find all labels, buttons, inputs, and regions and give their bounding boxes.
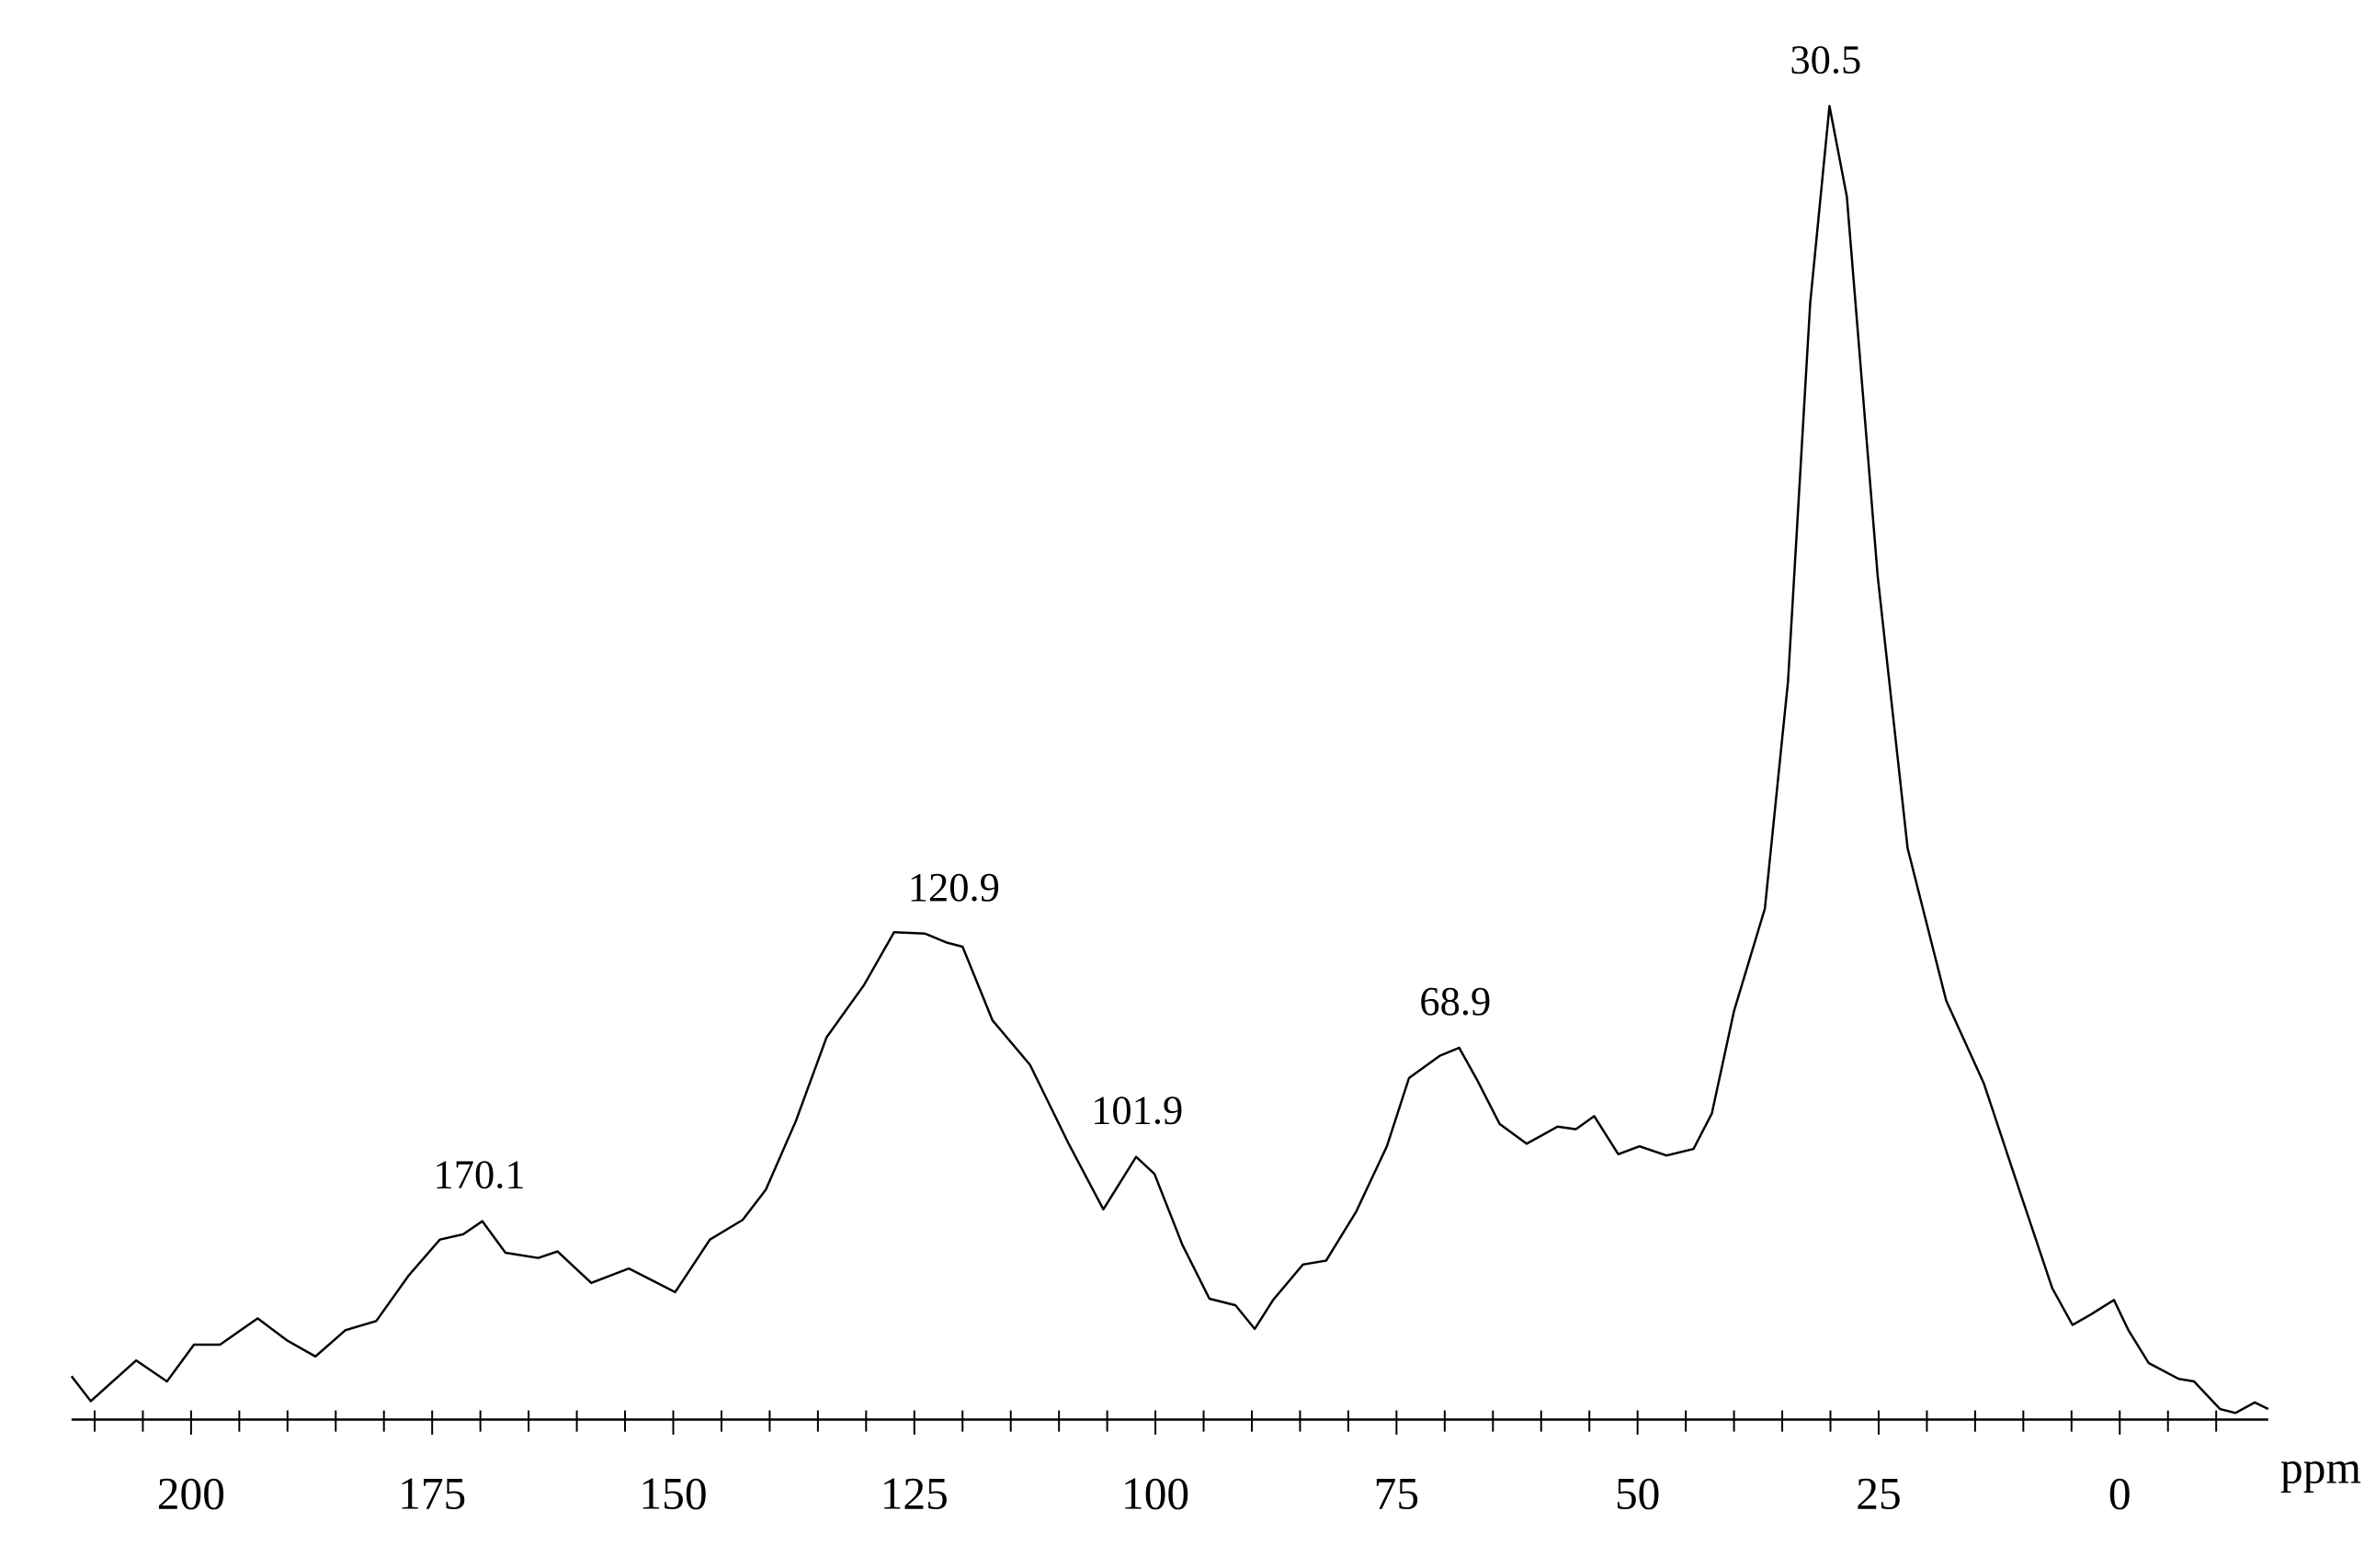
x-tick-label: 25 xyxy=(1856,1469,1901,1519)
x-tick-label: 150 xyxy=(639,1469,707,1519)
x-axis-label: ppm xyxy=(2280,1443,2361,1494)
x-tick-label: 75 xyxy=(1374,1469,1419,1519)
x-tick-label: 0 xyxy=(2108,1469,2131,1519)
peak-label: 120.9 xyxy=(908,864,1000,910)
peak-label: 170.1 xyxy=(434,1152,526,1198)
x-tick-label: 175 xyxy=(398,1469,466,1519)
peak-label: 68.9 xyxy=(1419,978,1491,1024)
spectrum-line xyxy=(70,105,2269,1415)
peak-label: 30.5 xyxy=(1790,36,1861,82)
x-tick-label: 50 xyxy=(1615,1469,1660,1519)
x-tick-label: 100 xyxy=(1121,1469,1189,1519)
x-tick-label: 125 xyxy=(881,1469,949,1519)
x-tick-label: 200 xyxy=(157,1469,225,1519)
peak-label: 101.9 xyxy=(1091,1087,1183,1133)
